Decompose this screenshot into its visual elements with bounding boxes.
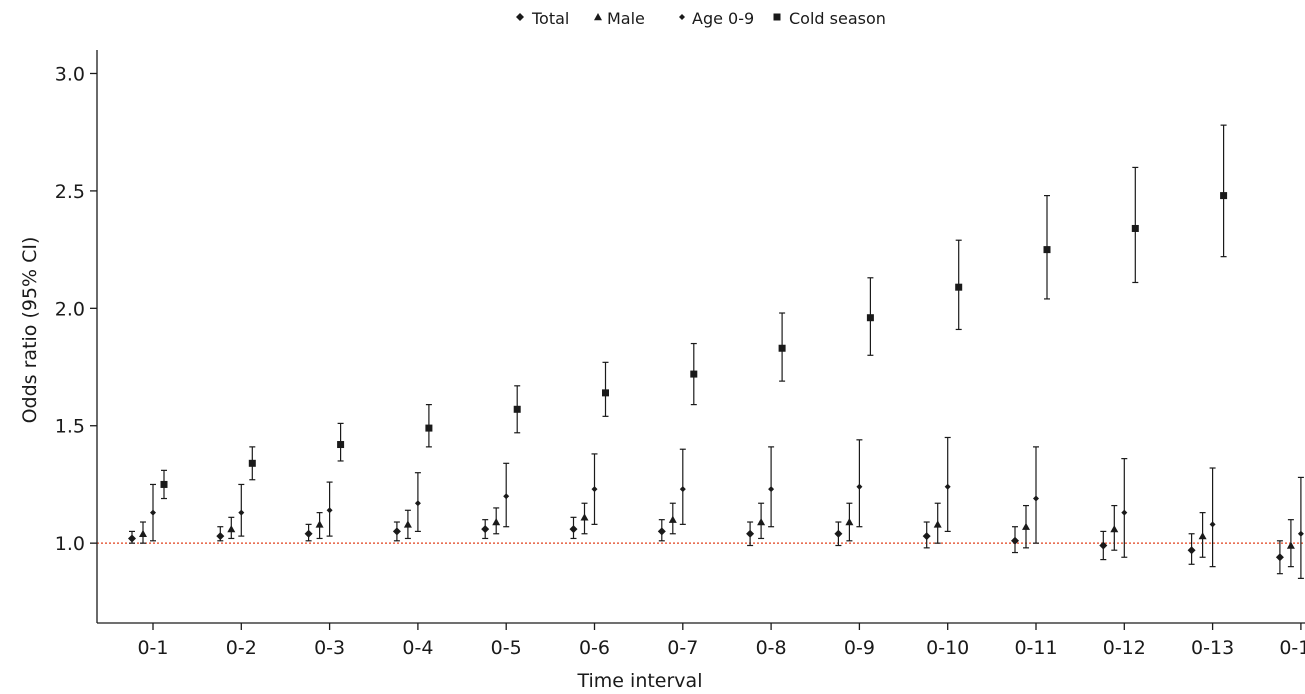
x-tick-label: 0-5	[491, 637, 522, 659]
data-point	[602, 389, 609, 397]
series-cold-season	[160, 124, 1228, 500]
series-male	[139, 502, 1295, 568]
data-point	[503, 493, 510, 500]
data-point	[866, 314, 874, 322]
x-tick-label: 0-2	[226, 637, 257, 659]
data-point	[778, 344, 786, 352]
data-point	[326, 507, 333, 514]
data-point	[569, 525, 578, 534]
data-point	[768, 486, 775, 493]
x-tick-label: 0-11	[1014, 637, 1057, 659]
x-tick-label: 0-14	[1279, 637, 1305, 659]
x-axis-title: Time interval	[577, 670, 703, 692]
x-tick-label: 0-10	[926, 637, 969, 659]
y-tick-label: 2.5	[55, 181, 85, 203]
data-point	[955, 283, 963, 291]
data-point	[1198, 532, 1207, 540]
x-tick-label: 0-8	[756, 637, 787, 659]
data-point	[1011, 536, 1019, 545]
data-point	[1131, 224, 1139, 232]
data-point	[580, 513, 589, 521]
axes: 1.0 1.5 2.0 2.5 3.0 0-1 0-2 0-3 0-4 0-5 0-6 0-7 0-8 0…	[55, 50, 1305, 659]
y-tick-label: 3.0	[55, 63, 85, 85]
data-point	[1286, 541, 1295, 549]
y-tick-label: 2.0	[55, 298, 85, 320]
data-point	[746, 529, 755, 538]
legend-item: Male	[594, 9, 645, 28]
data-point	[315, 520, 324, 528]
data-point	[668, 515, 677, 523]
data-point	[679, 486, 686, 493]
data-point	[922, 532, 931, 541]
data-point	[944, 483, 951, 490]
data-point	[492, 518, 501, 526]
x-tick-label: 0-7	[667, 637, 698, 659]
data-point	[414, 500, 421, 507]
data-point	[304, 529, 313, 538]
x-tick-label: 0-9	[844, 637, 875, 659]
data-point	[227, 525, 236, 533]
data-point	[481, 525, 490, 534]
plot-area	[97, 124, 1305, 579]
data-point	[856, 483, 863, 490]
data-point	[513, 405, 521, 413]
data-point	[403, 520, 412, 528]
x-tick-label: 0-6	[579, 637, 610, 659]
data-point	[757, 518, 766, 526]
y-tick-label: 1.5	[55, 416, 85, 438]
data-point	[216, 532, 225, 541]
data-point	[1220, 192, 1228, 200]
data-point	[845, 518, 854, 526]
data-point	[1022, 522, 1030, 530]
x-tick-label: 0-12	[1103, 637, 1146, 659]
legend-marker	[516, 13, 524, 21]
data-point	[1209, 521, 1216, 528]
data-point	[1110, 525, 1119, 533]
data-point	[160, 480, 168, 488]
y-axis-title: Odds ratio (95% CI)	[19, 237, 41, 424]
legend-marker	[679, 14, 685, 20]
y-tick-label: 1.0	[55, 533, 85, 555]
data-point	[1043, 246, 1051, 254]
series-total	[128, 516, 1284, 575]
data-point	[690, 370, 698, 378]
legend-item: Total	[516, 9, 569, 28]
legend-marker	[773, 13, 781, 21]
series-age-0-9	[150, 436, 1304, 579]
data-point	[248, 459, 256, 467]
x-tick-label: 0-3	[314, 637, 345, 659]
data-point	[591, 486, 598, 493]
data-point	[1121, 509, 1128, 516]
legend-item: Cold season	[773, 9, 886, 28]
x-tick-label: 0-13	[1191, 637, 1234, 659]
data-point	[1187, 546, 1196, 555]
data-point	[337, 441, 345, 449]
data-point	[1297, 530, 1304, 537]
data-point	[139, 529, 147, 537]
x-tick-label: 0-1	[137, 637, 168, 659]
data-point	[657, 527, 666, 536]
data-point	[1099, 541, 1108, 550]
legend-label: Total	[531, 9, 569, 28]
legend-label: Male	[607, 9, 645, 28]
legend-label: Age 0-9	[692, 9, 754, 28]
data-point	[238, 509, 245, 516]
legend: Total Male Age 0-9 Cold season	[516, 9, 886, 28]
legend-marker	[594, 13, 602, 21]
x-tick-label: 0-4	[402, 637, 433, 659]
legend-item: Age 0-9	[679, 9, 754, 28]
legend-label: Cold season	[789, 9, 886, 28]
data-point	[392, 527, 401, 536]
data-point	[1275, 553, 1284, 562]
data-point	[933, 520, 942, 528]
data-point	[128, 534, 136, 543]
data-point	[1033, 495, 1039, 502]
data-point	[834, 529, 843, 538]
data-point	[425, 424, 433, 432]
data-point	[150, 509, 156, 516]
